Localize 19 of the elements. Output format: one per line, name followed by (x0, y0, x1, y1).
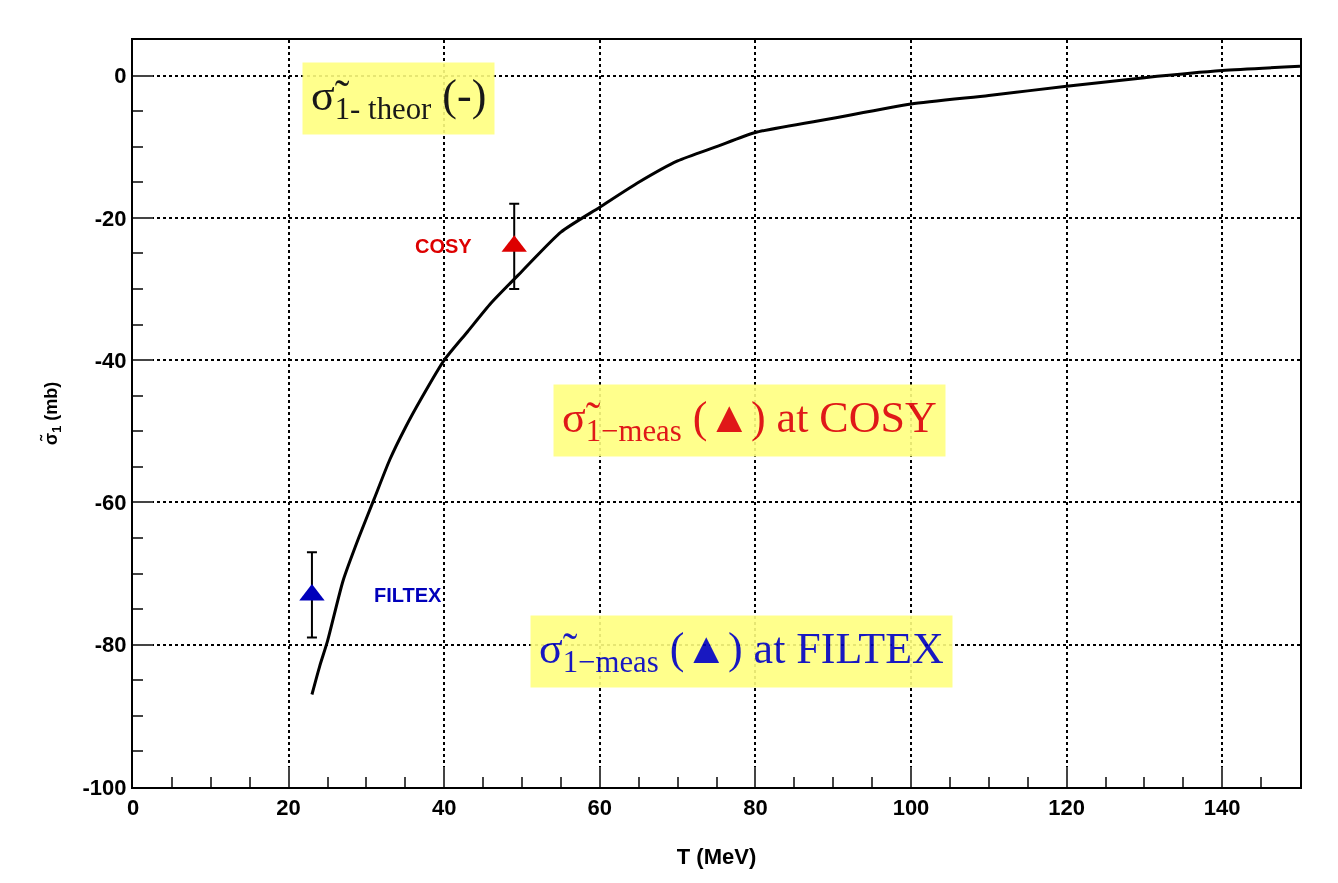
y-tick-label: -80 (94, 632, 127, 658)
x-tick-label: 100 (892, 795, 930, 821)
text: σ̃$_{1- theor}$ (-) (311, 71, 487, 127)
text: σ̃$_{1−meas}$ (▲) at COSY (562, 393, 937, 449)
x-tick-label: 60 (587, 795, 613, 821)
y-tick-label: 0 (114, 63, 127, 89)
x-tick-label: 140 (1203, 795, 1241, 821)
text: σ̃$_{1−meas}$ (▲) at FILTEX (539, 624, 944, 680)
x-tick-label: 80 (743, 795, 768, 821)
y-tick-label: -40 (94, 347, 127, 373)
x-axis-title: T (MeV) (676, 844, 757, 869)
x-tick-label: 20 (276, 795, 301, 821)
annotation: FILTEX (374, 584, 443, 606)
x-tick-label: 40 (431, 795, 457, 821)
y-tick-label: -100 (82, 774, 127, 800)
annotation: COSY (415, 235, 473, 257)
y-tick-label: -60 (94, 490, 127, 516)
y-tick-label: -20 (94, 205, 127, 231)
x-tick-label: 120 (1048, 795, 1085, 821)
